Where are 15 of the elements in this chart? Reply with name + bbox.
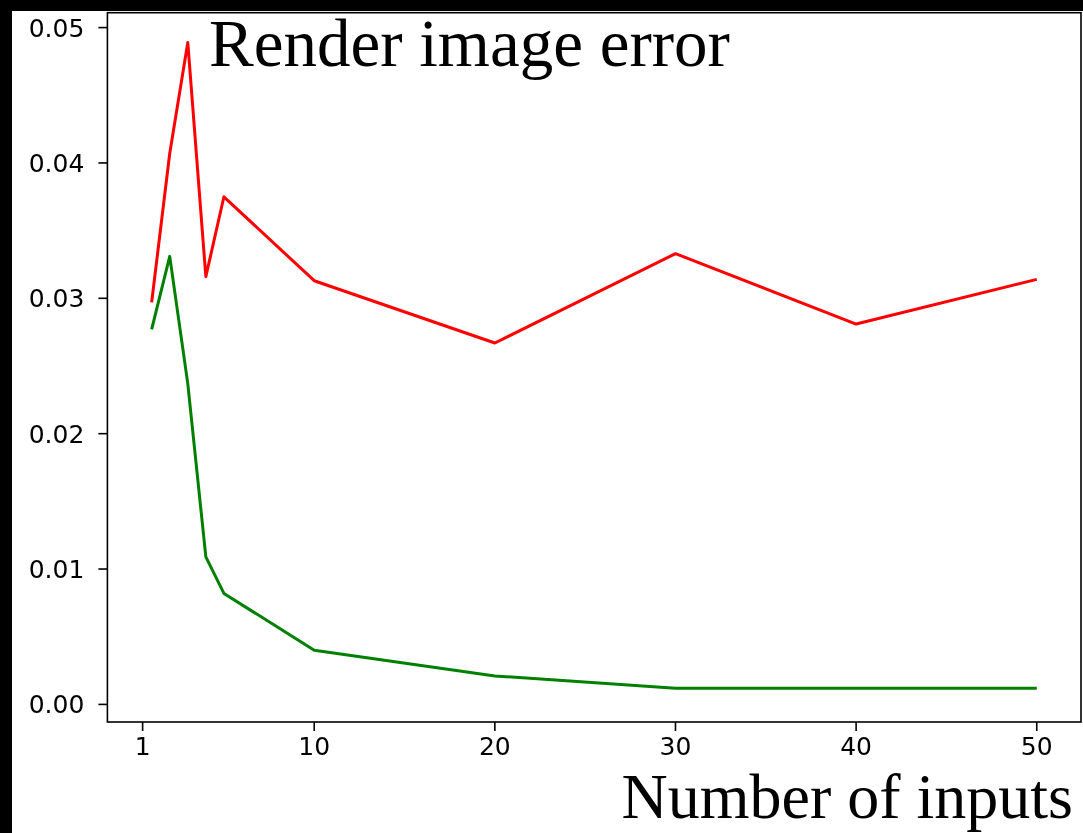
y-tick-label: 0.03 [28,284,85,314]
line-series [150,254,1039,690]
y-tick-label: 0.05 [28,13,85,43]
chart-title: Render image error [209,6,730,80]
x-axis-title: Number of inputs [621,761,1073,832]
x-tick-label: 50 [1020,732,1053,761]
x-tick-label: 1 [134,732,151,761]
y-tick-label: 0.04 [28,148,85,178]
x-tick-label: 30 [659,732,692,761]
x-tick-label: 20 [478,732,511,761]
x-tick-label: 40 [840,732,873,761]
y-tick-label: 0.01 [28,555,85,585]
x-tick-label: 10 [298,732,331,761]
y-tick-label: 0.00 [28,690,85,720]
y-tick-label: 0.02 [28,419,85,449]
